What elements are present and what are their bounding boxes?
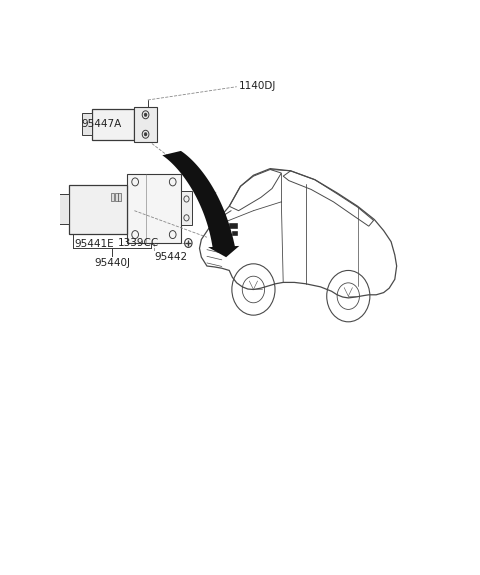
Circle shape <box>144 113 147 117</box>
FancyBboxPatch shape <box>83 113 92 135</box>
FancyBboxPatch shape <box>232 231 238 235</box>
Text: 95442: 95442 <box>154 252 187 262</box>
FancyBboxPatch shape <box>111 193 114 201</box>
FancyBboxPatch shape <box>121 131 127 136</box>
Text: 1339CC: 1339CC <box>117 238 158 248</box>
FancyBboxPatch shape <box>92 109 134 140</box>
FancyBboxPatch shape <box>121 112 127 117</box>
FancyBboxPatch shape <box>181 191 192 225</box>
Text: 95440J: 95440J <box>94 258 130 267</box>
FancyBboxPatch shape <box>118 193 121 201</box>
FancyBboxPatch shape <box>134 106 156 142</box>
FancyBboxPatch shape <box>127 174 181 243</box>
FancyBboxPatch shape <box>69 185 127 233</box>
FancyBboxPatch shape <box>115 193 118 201</box>
Text: 95447A: 95447A <box>81 120 121 129</box>
FancyBboxPatch shape <box>121 121 127 126</box>
Circle shape <box>144 132 147 136</box>
Text: 1140DJ: 1140DJ <box>239 81 276 91</box>
Polygon shape <box>162 151 240 257</box>
FancyBboxPatch shape <box>229 223 237 228</box>
FancyBboxPatch shape <box>59 194 69 224</box>
Text: 95441E: 95441E <box>74 239 114 248</box>
